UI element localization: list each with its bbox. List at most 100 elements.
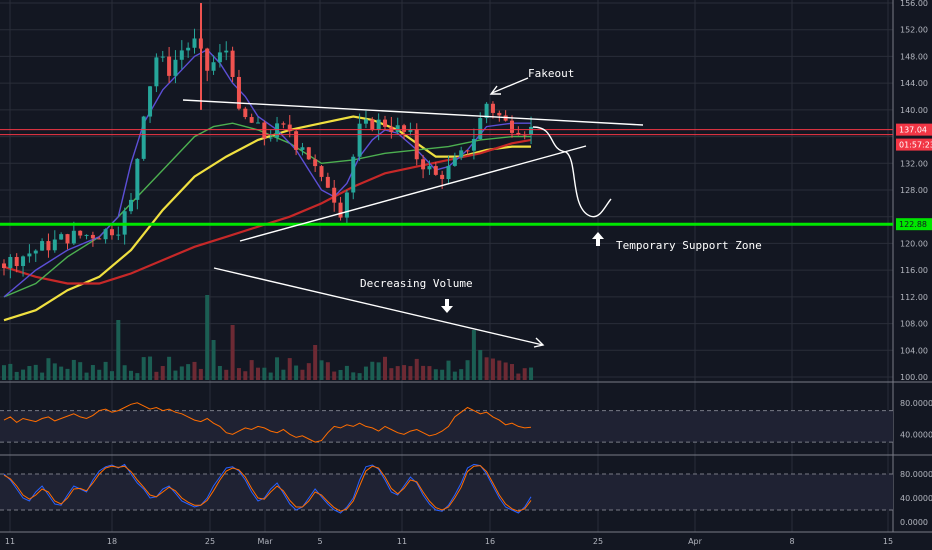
volume-bar: [243, 371, 248, 380]
volume-bar: [160, 366, 165, 380]
y-tick-label: 140.00: [900, 106, 928, 115]
volume-bar: [408, 366, 413, 380]
volume-bar: [14, 371, 19, 380]
volume-bar: [427, 366, 432, 380]
candle-body: [344, 192, 349, 218]
volume-bar: [465, 360, 470, 380]
candle-body: [294, 131, 299, 150]
volume-bar: [256, 367, 260, 380]
price-axis: 100.00 104.00 108.00 112.00 116.00 120.00 128.…: [896, 0, 932, 382]
candle-body: [236, 76, 241, 109]
candlesticks: [2, 3, 534, 279]
volume-bar: [129, 370, 133, 380]
volume-bar: [8, 363, 13, 380]
annotation-fakeout: Fakeout: [528, 67, 574, 80]
candle-body: [154, 57, 159, 87]
candle-body: [97, 238, 102, 240]
candle-body: [71, 230, 76, 244]
candle-body: [471, 139, 476, 151]
x-tick-label: 15: [883, 537, 893, 546]
volume-bar: [262, 367, 267, 380]
candle-body: [459, 150, 464, 158]
annotation-temporary-support: Temporary Support Zone: [616, 239, 762, 252]
x-tick-label: Apr: [688, 537, 703, 546]
x-tick-label: 8: [789, 537, 794, 546]
candle-body: [510, 120, 514, 133]
y-tick-label: 148.00: [900, 52, 928, 61]
candle-body: [363, 119, 368, 124]
volume-bar: [65, 368, 70, 380]
candle-body: [325, 176, 330, 188]
volume-bar: [319, 360, 324, 380]
candle-body: [338, 202, 343, 218]
candle-body: [8, 256, 13, 269]
x-tick-label: Mar: [257, 537, 273, 546]
rsi-tick-label: 80.0000: [900, 399, 932, 408]
volume-bar: [167, 356, 172, 380]
candle-body: [65, 234, 70, 244]
rsi-band: [0, 410, 893, 443]
candle-body: [275, 123, 280, 138]
volume-bar: [33, 364, 38, 380]
candle-body: [300, 147, 305, 150]
volume-bar: [109, 371, 114, 380]
candle-body: [179, 50, 184, 60]
y-tick-label: 104.00: [900, 346, 928, 355]
volume-bar: [281, 369, 286, 380]
volume-trendline-arrowhead: [533, 337, 545, 348]
volume-bar: [97, 369, 102, 380]
price-label: 137.04: [899, 126, 927, 135]
volume-bar: [471, 330, 476, 380]
moving-average-line: [3, 48, 531, 298]
candle-body: [516, 132, 521, 135]
volume-bar: [383, 356, 387, 380]
down-arrow-icon: [441, 299, 453, 313]
candle-body: [90, 234, 95, 239]
volume-bar: [287, 358, 292, 380]
candle-body: [230, 50, 235, 77]
volume-bar: [497, 360, 502, 380]
candle-body: [103, 229, 108, 240]
candle-body: [490, 103, 495, 113]
candle-body: [141, 116, 146, 159]
x-tick-label: 25: [205, 537, 215, 546]
candle-body: [192, 38, 197, 48]
volume-bar: [205, 295, 210, 380]
stoch-tick-label: 40.0000: [900, 494, 932, 503]
candle-body: [167, 56, 172, 76]
volume-bar: [510, 364, 514, 380]
candle-body: [33, 250, 38, 254]
volume-bar: [446, 360, 451, 380]
candle-body: [249, 117, 254, 123]
candle-body: [357, 123, 362, 157]
volume-bar: [376, 362, 381, 380]
volume-bar: [154, 371, 159, 380]
candle-body: [186, 47, 191, 51]
volume-bar: [90, 365, 95, 380]
candle-body: [224, 50, 229, 53]
candle-body: [433, 166, 438, 175]
volume-bar: [186, 364, 191, 380]
volume-bar: [179, 366, 184, 380]
y-tick-label: 116.00: [900, 266, 928, 275]
candle-body: [421, 159, 426, 170]
volume-bar: [84, 372, 89, 380]
volume-bar: [148, 356, 153, 380]
y-tick-label: 100.00: [900, 373, 928, 382]
candle-body: [173, 59, 178, 76]
candle-body: [160, 56, 165, 58]
annotation-decreasing-volume: Decreasing Volume: [360, 277, 473, 290]
rsi-tick-label: 40.0000: [900, 430, 932, 439]
volume-bar: [313, 345, 318, 380]
x-tick-label: 25: [593, 537, 603, 546]
candle-body: [84, 234, 89, 236]
candle-body: [217, 52, 222, 63]
volume-trendline: [213, 267, 544, 346]
volume-bar: [338, 369, 343, 380]
candle-body: [427, 166, 432, 170]
volume-bar: [306, 363, 311, 380]
horizontal-levels: [0, 129, 893, 226]
volume-bars: [2, 295, 534, 380]
volume-bar: [344, 365, 349, 380]
